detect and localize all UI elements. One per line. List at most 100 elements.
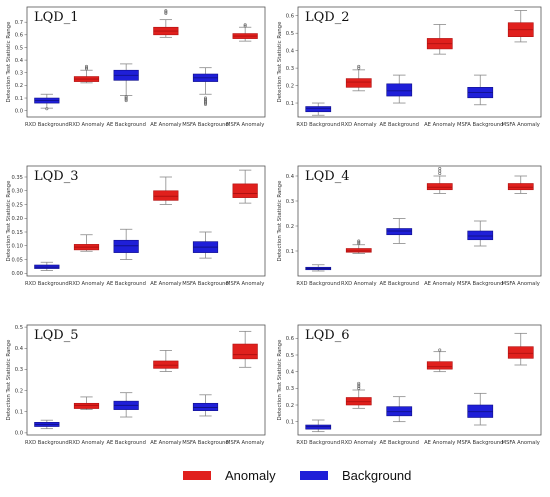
box-rxd-anomaly — [345, 64, 372, 92]
x-category-label: MSFA Background — [457, 440, 503, 446]
x-category-label: AE Background — [106, 281, 145, 287]
box-body — [467, 230, 494, 241]
x-category-label: RXD Background — [25, 122, 69, 128]
box-msfa-background — [192, 231, 219, 259]
x-category-label: MSFA Background — [182, 122, 228, 128]
y-tick-label: 0.7 — [15, 20, 23, 26]
x-category-label: RXD Background — [25, 281, 69, 287]
outlier-point — [45, 107, 49, 111]
box-ae-anomaly — [426, 348, 453, 373]
x-category-label: RXD Anomaly — [69, 122, 105, 128]
box-msfa-background — [467, 220, 494, 247]
box-msfa-anomaly — [507, 10, 534, 43]
y-axis-label: Detection Test Statistic Range — [277, 21, 283, 103]
box-msfa-anomaly — [507, 332, 534, 366]
box-body — [305, 106, 332, 113]
y-tick-label: 0.15 — [11, 230, 23, 236]
box-body — [386, 228, 413, 236]
y-tick-label: 0.35 — [11, 175, 23, 181]
box-ae-background — [386, 74, 413, 104]
x-category-label: MSFA Anomaly — [226, 122, 264, 128]
y-tick-label: 0.3 — [15, 71, 23, 77]
x-category-label: AE Anomaly — [150, 281, 181, 287]
x-category-label: RXD Background — [296, 122, 340, 128]
legend-swatch-background — [300, 470, 328, 480]
box-body — [507, 346, 534, 359]
x-category-label: MSFA Background — [457, 122, 503, 128]
box-msfa-anomaly — [232, 23, 258, 42]
outlier-point — [204, 97, 208, 101]
x-category-label: AE Anomaly — [424, 281, 455, 287]
panel-LQD_5: 0.0 0.1 0.2 0.3 0.4 0.5 Detection Test Statist… — [6, 324, 266, 446]
box-body — [426, 183, 453, 191]
box-rxd-background — [305, 264, 332, 272]
box-msfa-anomaly — [232, 169, 258, 204]
box-ae-anomaly — [153, 176, 179, 205]
box-body — [426, 361, 453, 370]
box-ae-background — [113, 392, 139, 418]
box-rxd-anomaly — [345, 239, 372, 254]
outlier-point — [164, 10, 168, 14]
y-tick-label: 0.2 — [286, 224, 294, 230]
x-category-label: MSFA Anomaly — [502, 440, 540, 446]
outlier-point — [164, 9, 168, 13]
box-body — [153, 360, 179, 369]
outlier-point — [124, 96, 128, 100]
x-category-label: MSFA Background — [182, 281, 228, 287]
y-axis-label: Detection Test Statistic Range — [277, 339, 283, 421]
panel-title: LQD_1 — [34, 10, 78, 25]
outlier-point — [357, 64, 361, 68]
outlier-point — [204, 96, 208, 100]
y-tick-label: 0.5 — [15, 325, 23, 331]
x-category-label: AE Background — [380, 122, 419, 128]
y-tick-label: 0.3 — [286, 199, 294, 205]
box-body — [232, 183, 258, 198]
box-body — [232, 343, 258, 360]
x-category-label: AE Background — [380, 440, 419, 446]
y-tick-label: 0.25 — [11, 202, 23, 208]
x-category-label: RXD Anomaly — [341, 440, 377, 446]
x-category-label: MSFA Background — [457, 281, 503, 287]
x-category-label: AE Anomaly — [424, 440, 455, 446]
box-msfa-background — [192, 67, 219, 106]
box-body — [73, 402, 100, 409]
y-axis-label: Detection Test Statistic Range — [6, 180, 12, 262]
plot-frame — [26, 324, 266, 436]
box-rxd-background — [34, 93, 60, 111]
box-ae-background — [386, 396, 413, 423]
y-tick-label: 0.1 — [286, 101, 294, 107]
box-msfa-background — [192, 394, 219, 417]
y-tick-label: 0.4 — [15, 58, 24, 64]
y-axis-label: Detection Test Statistic Range — [6, 339, 12, 421]
box-ae-background — [386, 218, 413, 244]
y-tick-label: 0.6 — [286, 336, 294, 342]
x-category-label: MSFA Anomaly — [502, 122, 540, 128]
box-msfa-anomaly — [507, 175, 534, 194]
y-tick-label: 0.3 — [286, 66, 294, 72]
x-category-label: MSFA Anomaly — [226, 281, 264, 287]
y-tick-label: 0.4 — [15, 346, 24, 352]
box-msfa-background — [467, 74, 494, 106]
plot-frame — [26, 6, 266, 118]
y-tick-label: 0.4 — [286, 369, 295, 375]
panel-title: LQD_2 — [305, 10, 349, 25]
legend-swatch-anomaly — [183, 470, 211, 480]
y-tick-label: 0.4 — [286, 174, 295, 180]
y-tick-label: 0.30 — [11, 189, 23, 195]
y-tick-label: 0.6 — [286, 14, 294, 20]
x-category-label: RXD Background — [25, 440, 69, 446]
outlier-point — [85, 66, 89, 70]
y-tick-label: 0.2 — [15, 388, 23, 394]
y-tick-label: 0.0 — [15, 431, 23, 437]
x-category-label: AE Anomaly — [150, 440, 181, 446]
legend-label-background: Background — [342, 467, 412, 483]
box-rxd-background — [305, 419, 332, 433]
box-msfa-anomaly — [232, 330, 258, 368]
outlier-point — [243, 24, 247, 28]
y-axis-label: Detection Test Statistic Range — [6, 21, 12, 103]
box-msfa-background — [467, 392, 494, 426]
